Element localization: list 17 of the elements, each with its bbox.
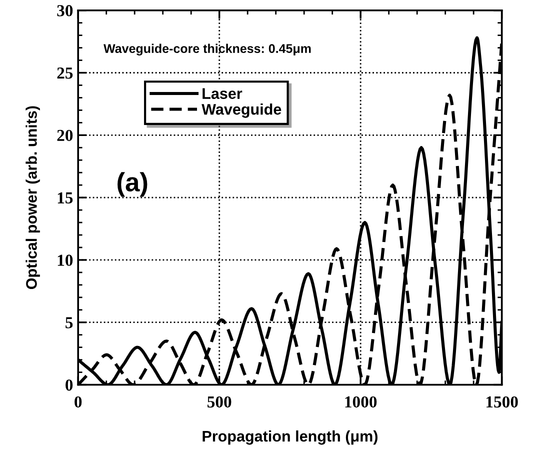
x-tick-label: 500 [208,396,232,408]
y-tick-label: 5 [66,317,73,328]
y-tick-label: 30 [57,5,73,16]
x-axis-title: Propagation length (μm) [202,430,378,445]
y-tick-label: 10 [58,254,73,266]
y-axis-title: Optical power (arb. units) [26,106,40,290]
annotation: (a) [118,172,148,197]
legend-label: Laser [202,88,242,99]
x-tick-label: 1500 [486,396,518,408]
annotation: Waveguide-core thickness: 0.45μm [104,44,311,56]
y-tick-label: 0 [66,379,73,391]
y-tick-label: 20 [57,130,73,142]
y-tick-label: 25 [57,67,73,79]
x-tick-label: 1000 [345,396,377,408]
legend-label: Waveguide [202,104,282,118]
y-tick-label: 15 [58,192,73,204]
x-tick-label: 0 [74,396,82,408]
